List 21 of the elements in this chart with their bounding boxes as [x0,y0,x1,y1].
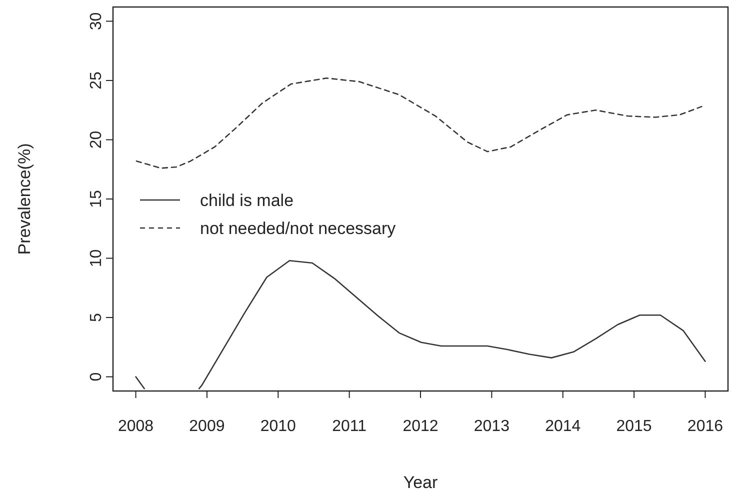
y-tick-label: 20 [88,130,105,149]
x-tick-label: 2016 [687,418,724,435]
y-tick-label: 15 [88,190,105,208]
y-tick-label: 5 [88,312,105,322]
y-tick-label: 10 [88,249,105,268]
x-tick-label: 2014 [545,418,581,435]
x-tick-label: 2010 [260,418,296,435]
x-tick-label: 2015 [616,418,652,435]
line-series [136,77,702,169]
y-axis-title: Prevalence(%) [15,143,34,255]
y-tick-label: 25 [88,71,105,90]
x-tick-label: 2013 [474,418,510,435]
y-tick-label: 30 [88,12,105,30]
y-tick-label: 0 [88,372,105,382]
legend-label: child is male [200,191,294,210]
x-tick-label: 2011 [332,418,367,435]
x-tick-label: 2009 [189,418,225,435]
x-tick-label: 2012 [402,418,438,435]
x-axis-title: Year [403,473,438,492]
legend-label: not needed/not necessary [200,219,396,238]
x-tick-label: 2008 [118,418,154,435]
